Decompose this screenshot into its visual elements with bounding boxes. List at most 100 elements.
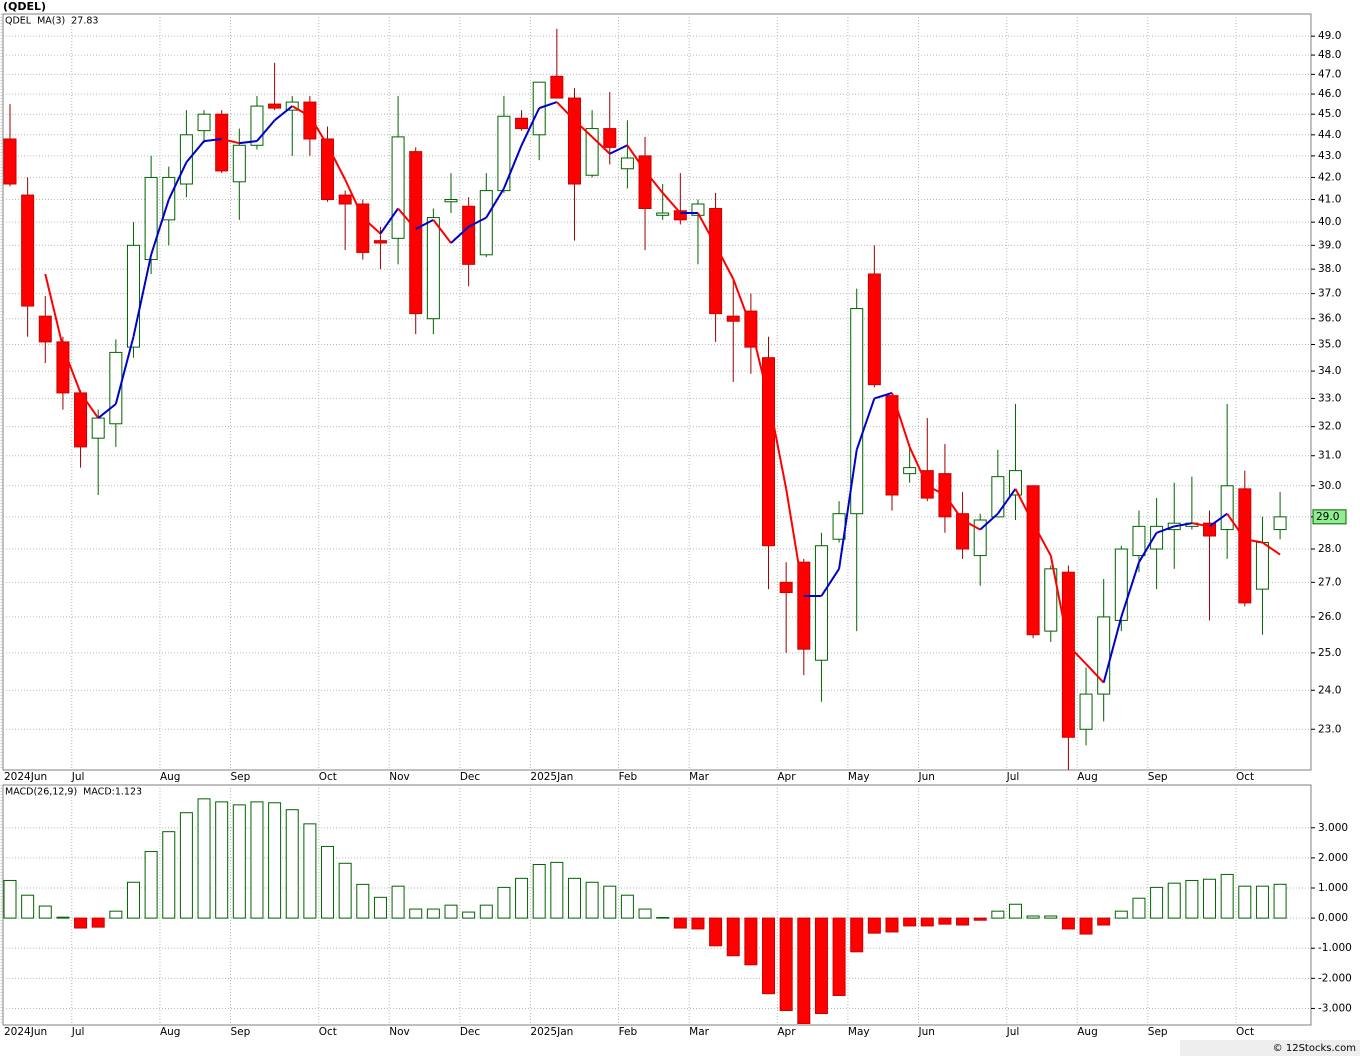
candle-body — [515, 117, 529, 130]
macd-bar — [620, 894, 634, 919]
candle-body — [74, 392, 88, 448]
ma-line-segment — [502, 144, 523, 189]
candle-body — [232, 144, 246, 183]
macd-bar — [762, 917, 776, 995]
x-tick-label: 2024Jun — [4, 771, 47, 783]
y-tick-label: 42.0 — [1318, 171, 1341, 183]
y-tick-label: 23.0 — [1318, 723, 1341, 735]
x-tick-label: Sep — [1148, 771, 1168, 783]
footer-bar — [1180, 1040, 1360, 1056]
macd-bar — [1044, 915, 1058, 919]
ma-line-segment — [432, 219, 452, 244]
macd-bar — [814, 917, 828, 1015]
candle-body — [850, 308, 864, 515]
ma-line-segment — [538, 101, 558, 110]
x-tick-label: Jun — [917, 771, 934, 783]
macd-bar — [426, 908, 440, 919]
ma-line-segment — [749, 326, 770, 399]
ma-line-segment — [962, 519, 981, 531]
macd-bar — [1079, 917, 1093, 935]
macd-bar — [832, 917, 846, 996]
macd-bar — [956, 917, 970, 926]
ma-line-segment — [114, 336, 135, 405]
x-tick-label: Dec — [460, 771, 481, 783]
x-tick-label: Jun — [917, 1026, 934, 1038]
ma-line-segment — [450, 226, 470, 244]
x-tick-label: Oct — [319, 771, 337, 783]
ma-line-segment — [785, 488, 805, 597]
ma-line-segment — [1156, 525, 1175, 534]
candle-body — [1026, 485, 1040, 636]
candle-body — [903, 467, 917, 475]
macd-bar — [973, 917, 987, 921]
y-tick-label: 40.0 — [1318, 216, 1341, 228]
ma-line-segment — [221, 138, 240, 145]
candle-body — [303, 101, 317, 140]
candle-body — [215, 113, 229, 172]
ma-line-segment — [1261, 541, 1281, 556]
x-tick-label: Mar — [689, 1026, 709, 1038]
macd-bar — [215, 801, 229, 919]
candle-body — [726, 315, 740, 322]
ma-line-segment — [1049, 555, 1070, 646]
y-tick-label: 36.0 — [1318, 313, 1341, 325]
macd-bar — [779, 917, 793, 1012]
macd-bar — [38, 905, 52, 919]
macd-bar — [444, 904, 458, 919]
macd-bar — [56, 916, 70, 919]
macd-bar — [585, 881, 599, 919]
x-tick-label: 2025Jan — [530, 771, 573, 783]
macd-bar — [321, 845, 335, 919]
candle-body — [550, 75, 564, 99]
macd-bar — [850, 917, 864, 953]
last-price-label: 29.0 — [1316, 511, 1339, 523]
macd-bar — [1167, 882, 1181, 919]
candle-body — [321, 138, 335, 201]
candle-body — [1061, 571, 1075, 738]
ma-line-segment — [820, 568, 840, 597]
macd-bar — [1203, 878, 1217, 919]
candle-body — [1132, 525, 1146, 557]
x-tick-label: Jul — [71, 771, 85, 783]
candle-body — [638, 155, 652, 210]
ma-line-segment — [697, 212, 717, 246]
ma-line-segment — [1085, 663, 1105, 684]
candle-body — [797, 561, 811, 650]
candle-body — [21, 194, 35, 307]
macd-bar — [197, 798, 211, 919]
y-tick-label: 25.0 — [1318, 647, 1341, 659]
candle-body — [885, 395, 899, 496]
candle-body — [1114, 548, 1128, 621]
y-tick-label: 1.000 — [1318, 882, 1348, 894]
x-tick-label: Feb — [619, 1026, 638, 1038]
macd-bar — [303, 823, 317, 919]
y-tick-label: 33.0 — [1318, 392, 1341, 404]
macd-bar — [920, 917, 934, 927]
macd-bar — [1026, 915, 1040, 919]
macd-bar — [497, 886, 511, 919]
candle-body — [603, 128, 617, 148]
candle-body — [38, 315, 52, 343]
candle-body — [179, 134, 193, 185]
candle-body — [409, 151, 423, 315]
candle-body — [991, 476, 1005, 518]
macd-bar — [91, 917, 105, 928]
macd-bar — [673, 917, 687, 929]
candle-body — [91, 417, 105, 439]
candle-body — [126, 244, 140, 348]
y-tick-label: 35.0 — [1318, 339, 1341, 351]
x-tick-label: Aug — [1077, 771, 1098, 783]
legend-ma-value: 27.83 — [71, 16, 98, 27]
x-tick-label: Feb — [619, 771, 638, 783]
ma-line-segment — [1244, 538, 1263, 544]
ma-line-segment — [468, 216, 487, 228]
candle-body — [709, 208, 723, 315]
ma-line-segment — [485, 187, 505, 219]
last-price-box — [1312, 509, 1347, 525]
macd-bar — [797, 917, 811, 1024]
x-tick-label: Jul — [1006, 771, 1020, 783]
macd-bar — [462, 911, 476, 919]
y-tick-label: 34.0 — [1318, 365, 1341, 377]
ma-line-segment — [203, 137, 222, 143]
